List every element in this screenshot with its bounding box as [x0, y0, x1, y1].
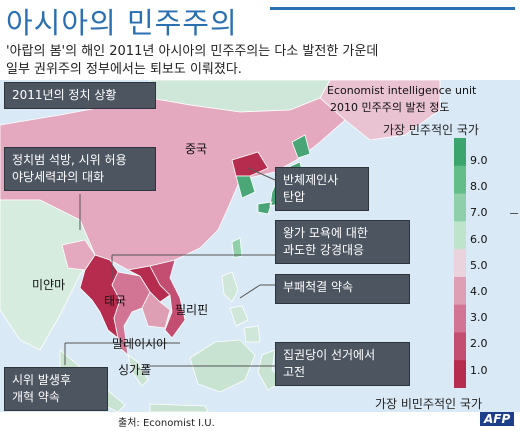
legend-swatch: [454, 249, 466, 278]
callout-myanmar-line-2: 야당세력과의 대화: [12, 170, 105, 184]
legend-swatch: [454, 138, 466, 167]
region-taiwan: [231, 237, 243, 259]
legend-top-label: 가장 민주적인 국가: [383, 123, 479, 137]
region-northkorea: [231, 151, 269, 177]
legend-swatch: [454, 193, 466, 222]
callout-singapore-line-2: 고전: [283, 365, 306, 379]
callout-thailand-line-2: 과도한 강경대응: [283, 243, 365, 257]
region-java: [149, 403, 209, 412]
legend-tick-label: 4.0: [470, 285, 488, 298]
place-china: 중국: [185, 142, 208, 156]
legend-bottom-label: 가장 비민주적인 국가: [375, 397, 482, 411]
legend-title-source: Economist intelligence unit: [327, 84, 477, 97]
source-credit: 출처: Economist I.U.: [118, 418, 215, 429]
leader-lines: [64, 167, 276, 367]
callout-malaysia: 시위 발생후 개혁 약속: [4, 367, 108, 411]
place-philippines: 필리핀: [175, 303, 209, 317]
legend-swatch: [454, 276, 466, 306]
callout-malaysia-line-2: 개혁 약속: [12, 390, 60, 404]
legend-tick-label: 9.0: [470, 154, 488, 167]
callout-thailand-line-1: 왕가 모욕에 대한: [283, 226, 368, 240]
callout-thailand: 왕가 모욕에 대한 과도한 강경대응: [275, 220, 410, 264]
legend-swatch: [454, 165, 466, 195]
legend-color-scale: [454, 138, 466, 388]
subtitle-line-1: '아랍의 봄'의 해인 2011년 아시아의 민주주의는 다소 발전한 가운데: [6, 44, 379, 59]
region-malaysia: [127, 354, 149, 387]
callout-china: 반체제인사 탄압: [275, 167, 369, 211]
region-southkorea: [235, 175, 256, 199]
callout-singapore: 집권당이 선거에서 고전: [275, 342, 410, 386]
subtitle-line-2: 일부 권위주의 정부에서는 퇴보도 이뤄졌다.: [6, 62, 242, 77]
legend-tick-label: 8.0: [470, 180, 488, 194]
place-malaysia: 말레이시아: [112, 337, 168, 351]
callout-china-line-1: 반체제인사: [283, 173, 339, 187]
legend-tick-label: 7.0: [470, 206, 488, 220]
legend-swatch: [454, 221, 466, 250]
callout-year: 2011년의 정치 상황: [4, 82, 156, 109]
callout-myanmar-line-1: 정치범 석방, 시위 허용: [12, 153, 127, 167]
afp-logo: AFP: [480, 412, 515, 426]
asia-map: [0, 80, 520, 412]
legend-swatch: [454, 304, 466, 333]
legend-tick-label: 3.0: [470, 311, 488, 325]
legend-tick-label: 1.0: [470, 363, 488, 377]
legend-swatch: [454, 360, 466, 388]
place-thailand: 태국: [104, 294, 127, 308]
callout-singapore-line-1: 집권당이 선거에서: [283, 348, 376, 362]
page-title: 아시아의 민주주의: [6, 6, 238, 40]
region-philippines: [221, 271, 261, 343]
place-singapore: 싱가폴: [118, 363, 152, 377]
title-rule: [270, 7, 515, 10]
region-vietnam: [149, 259, 186, 339]
callout-china-line-2: 탄압: [283, 190, 306, 204]
edge-dash: [510, 213, 518, 214]
callout-philippines-line-1: 부패척결 약속: [283, 280, 354, 294]
legend-tick-label: 2.0: [470, 337, 488, 351]
callout-malaysia-line-1: 시위 발생후: [12, 373, 72, 387]
legend-title: 2010 민주주의 발전 정도: [330, 101, 450, 114]
legend-tick-label: 5.0: [470, 258, 488, 272]
year-label: 2011년의 정치 상황: [12, 88, 117, 102]
region-india: [0, 199, 96, 351]
legend-swatch: [454, 332, 466, 361]
region-cambodia: [141, 291, 171, 329]
callout-philippines: 부패척결 약속: [275, 274, 410, 304]
legend-tick-label: 6.0: [470, 232, 488, 246]
callout-myanmar: 정치범 석방, 시위 허용 야당세력과의 대화: [4, 147, 156, 191]
place-myanmar: 미얀마: [32, 278, 66, 292]
